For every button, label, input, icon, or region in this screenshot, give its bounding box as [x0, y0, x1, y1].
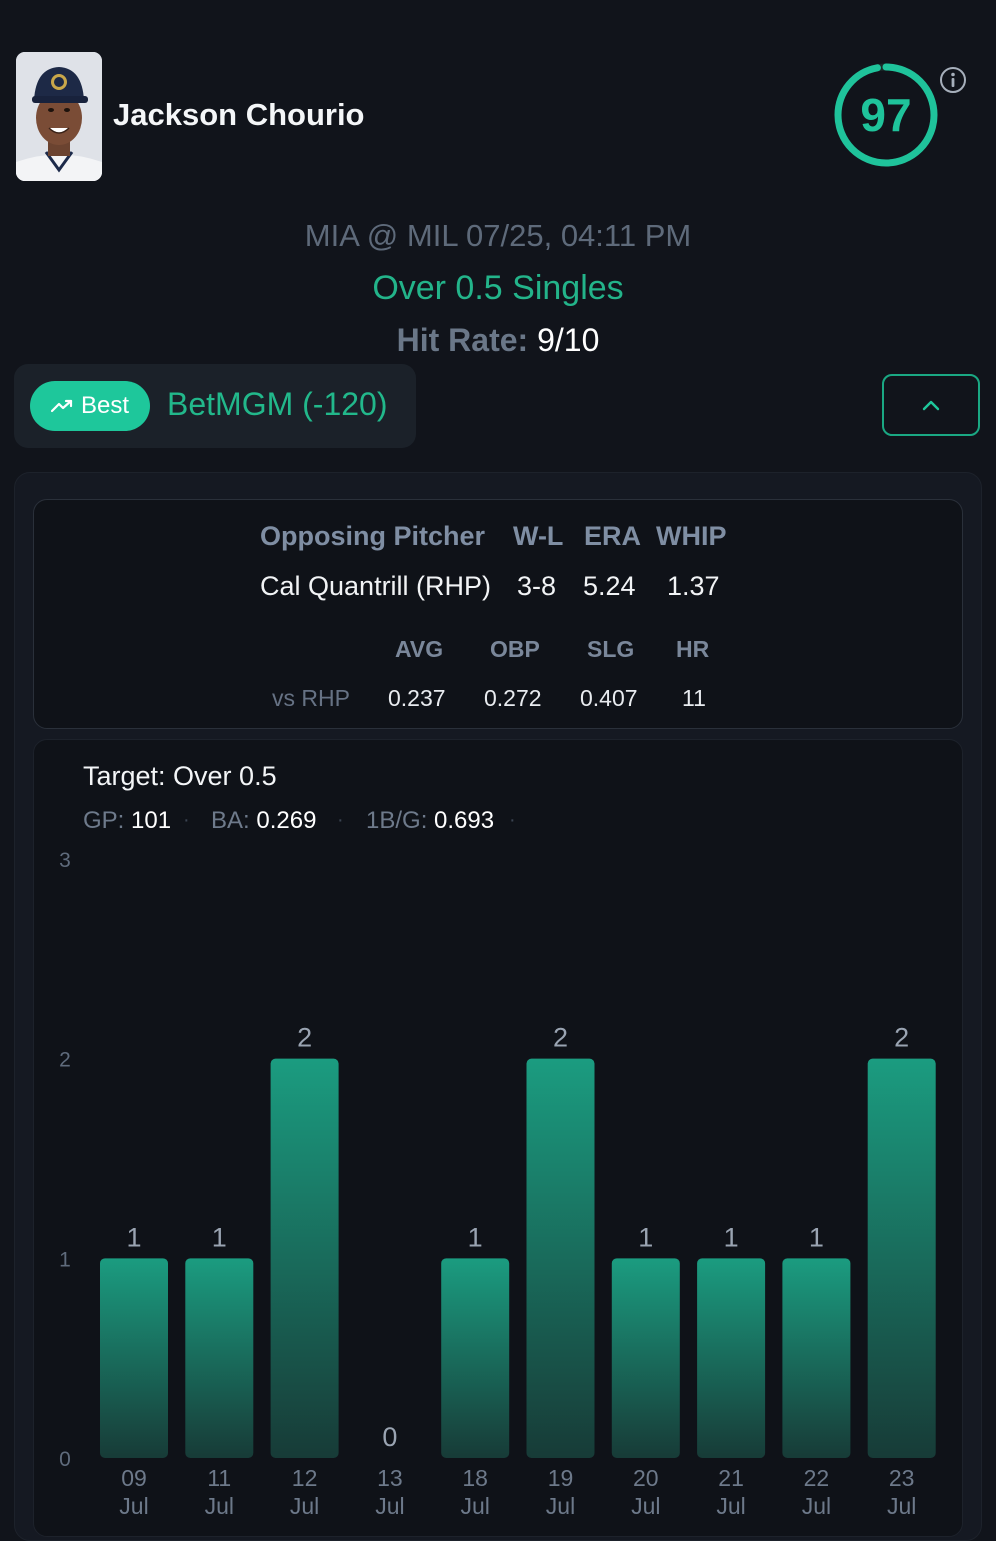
- y-tick-label: 1: [59, 1248, 71, 1271]
- matchup-info: MIA @ MIL 07/25, 04:11 PM: [304, 218, 692, 253]
- split-obp: 0.272: [484, 685, 542, 711]
- opposing-pitcher-card: [33, 499, 963, 729]
- stat-1b-per-game-label: 1B/G:: [366, 807, 428, 834]
- pitcher-wl: 3-8: [517, 571, 557, 601]
- x-tick-month: Jul: [119, 1493, 148, 1519]
- x-tick-month: Jul: [290, 1493, 319, 1519]
- x-tick-month: Jul: [205, 1493, 234, 1519]
- bar: [185, 1258, 254, 1458]
- bar-value-label: 1: [468, 1222, 483, 1252]
- x-tick-day: 19: [548, 1465, 574, 1491]
- bar-value-label: 1: [724, 1222, 739, 1252]
- x-tick-month: Jul: [887, 1493, 916, 1519]
- x-tick-month: Jul: [631, 1493, 660, 1519]
- split-avg: 0.237: [388, 685, 446, 711]
- hr-header: HR: [676, 636, 710, 662]
- y-tick-label: 2: [59, 1049, 71, 1072]
- split-label: vs RHP: [272, 685, 350, 711]
- whip-header: WHIP: [656, 521, 727, 551]
- y-tick-label: 3: [59, 849, 71, 872]
- x-tick-day: 23: [889, 1465, 915, 1491]
- x-tick-day: 12: [292, 1465, 318, 1491]
- stat-ba-value: 0.269: [256, 807, 317, 834]
- chevron-up-icon: [922, 400, 940, 411]
- bar: [526, 1058, 595, 1458]
- separator-dot: ·: [183, 809, 190, 831]
- x-tick-day: 21: [718, 1465, 744, 1491]
- bar: [867, 1058, 936, 1458]
- x-tick-day: 09: [121, 1465, 147, 1491]
- best-badge: Best: [30, 381, 150, 431]
- bar: [270, 1058, 339, 1458]
- avg-header: AVG: [395, 636, 444, 662]
- pitcher-header: Opposing Pitcher: [260, 521, 486, 551]
- stat-gp: GP: 101: [83, 807, 171, 835]
- bar: [441, 1258, 510, 1458]
- bar-value-label: 2: [894, 1023, 909, 1053]
- x-tick-day: 22: [804, 1465, 830, 1491]
- separator-dot: ·: [337, 809, 344, 831]
- hit-rate-value: 9/10: [537, 322, 600, 358]
- sportsbook-odds: BetMGM (-120): [167, 386, 388, 422]
- x-tick-month: Jul: [802, 1493, 831, 1519]
- x-tick-month: Jul: [546, 1493, 575, 1519]
- split-slg: 0.407: [580, 685, 638, 711]
- trend-up-icon: [50, 399, 73, 413]
- x-tick-day: 20: [633, 1465, 659, 1491]
- bar-value-label: 1: [126, 1222, 141, 1252]
- x-tick-day: 18: [462, 1465, 488, 1491]
- obp-header: OBP: [490, 636, 540, 662]
- bar: [697, 1258, 766, 1458]
- x-tick-month: Jul: [375, 1493, 404, 1519]
- stat-1b-per-game: 1B/G: 0.693: [366, 807, 494, 835]
- stat-1b-per-game-value: 0.693: [434, 807, 495, 834]
- y-tick-label: 0: [59, 1448, 71, 1471]
- confidence-score: 97: [833, 62, 939, 168]
- stat-ba: BA: 0.269: [211, 807, 316, 835]
- collapse-button[interactable]: [882, 374, 980, 436]
- target-line: Target: Over 0.5: [83, 761, 277, 791]
- slg-header: SLG: [587, 636, 635, 662]
- best-odds-row[interactable]: Best BetMGM (-120): [14, 364, 416, 448]
- pitcher-name: Cal Quantrill (RHP): [260, 571, 492, 601]
- hit-rate: Hit Rate: 9/10: [0, 322, 996, 359]
- hit-rate-label: Hit Rate:: [396, 322, 529, 358]
- score-value: 97: [860, 89, 912, 141]
- best-badge-label: Best: [80, 392, 130, 419]
- bar-value-label: 1: [212, 1222, 227, 1252]
- player-avatar: [16, 52, 102, 181]
- bar-value-label: 2: [553, 1023, 568, 1053]
- pitcher-era: 5.24: [583, 571, 636, 601]
- bar-value-label: 2: [297, 1023, 312, 1053]
- bar-value-label: 1: [809, 1222, 824, 1252]
- x-tick-day: 11: [207, 1465, 231, 1491]
- player-name: Jackson Chourio: [113, 97, 365, 132]
- stat-gp-value: 101: [131, 807, 172, 834]
- stat-gp-label: GP:: [83, 807, 125, 834]
- bar-value-label: 1: [638, 1222, 653, 1252]
- pitcher-whip: 1.37: [667, 571, 720, 601]
- stat-ba-label: BA:: [211, 807, 250, 834]
- x-tick-month: Jul: [716, 1493, 745, 1519]
- x-tick-day: 13: [377, 1465, 403, 1491]
- split-hr: 11: [682, 685, 706, 711]
- bar: [100, 1258, 168, 1458]
- separator-dot: ·: [509, 809, 516, 831]
- x-tick-month: Jul: [460, 1493, 489, 1519]
- info-icon[interactable]: [939, 66, 967, 94]
- era-header: ERA: [584, 521, 642, 551]
- bar-value-label: 0: [382, 1422, 397, 1452]
- bar: [611, 1258, 680, 1458]
- prop-line: Over 0.5 Singles: [372, 269, 624, 307]
- bar: [782, 1258, 851, 1458]
- wl-header: W-L: [513, 521, 564, 551]
